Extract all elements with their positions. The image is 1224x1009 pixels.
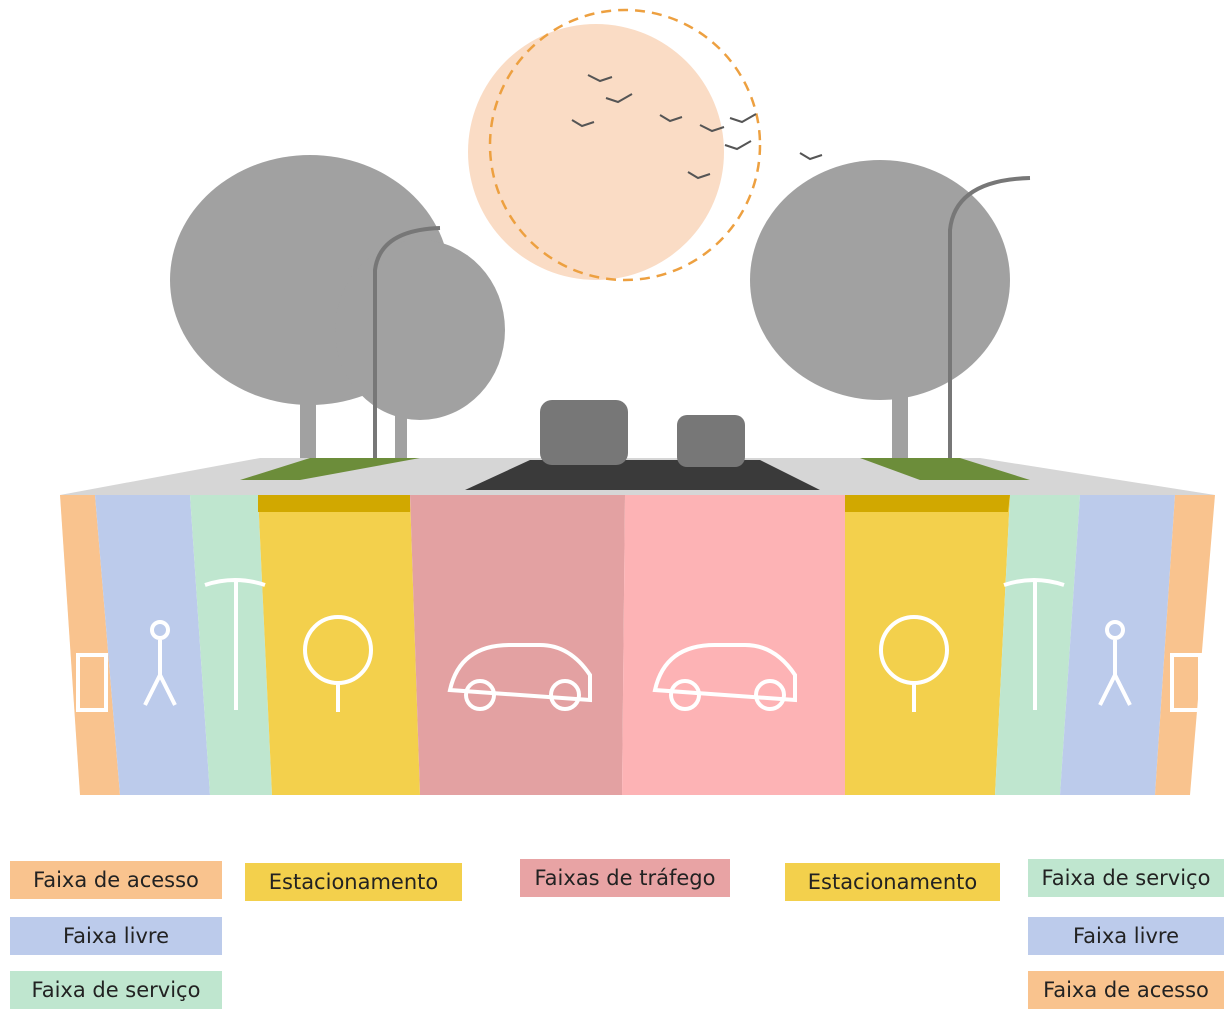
legend-label: Faixas de tráfego: [520, 859, 730, 897]
page: {"legend": {"left": ["Faixa de acesso", …: [0, 0, 1224, 1009]
street-section: [0, 0, 1224, 830]
legend-label: Faixa de acesso: [10, 861, 222, 899]
legend-label: Faixa de acesso: [1028, 971, 1224, 1009]
legend-label: Faixa livre: [10, 917, 222, 955]
cars: [540, 400, 745, 467]
legend-label: Estacionamento: [785, 863, 1000, 901]
legend-label: Estacionamento: [245, 863, 462, 901]
legend-label: Faixa livre: [1028, 917, 1224, 955]
sun: [468, 24, 724, 280]
legend-label: Faixa de serviço: [1028, 859, 1224, 897]
bands: [60, 495, 1215, 795]
legend-label: Faixa de serviço: [10, 971, 222, 1009]
